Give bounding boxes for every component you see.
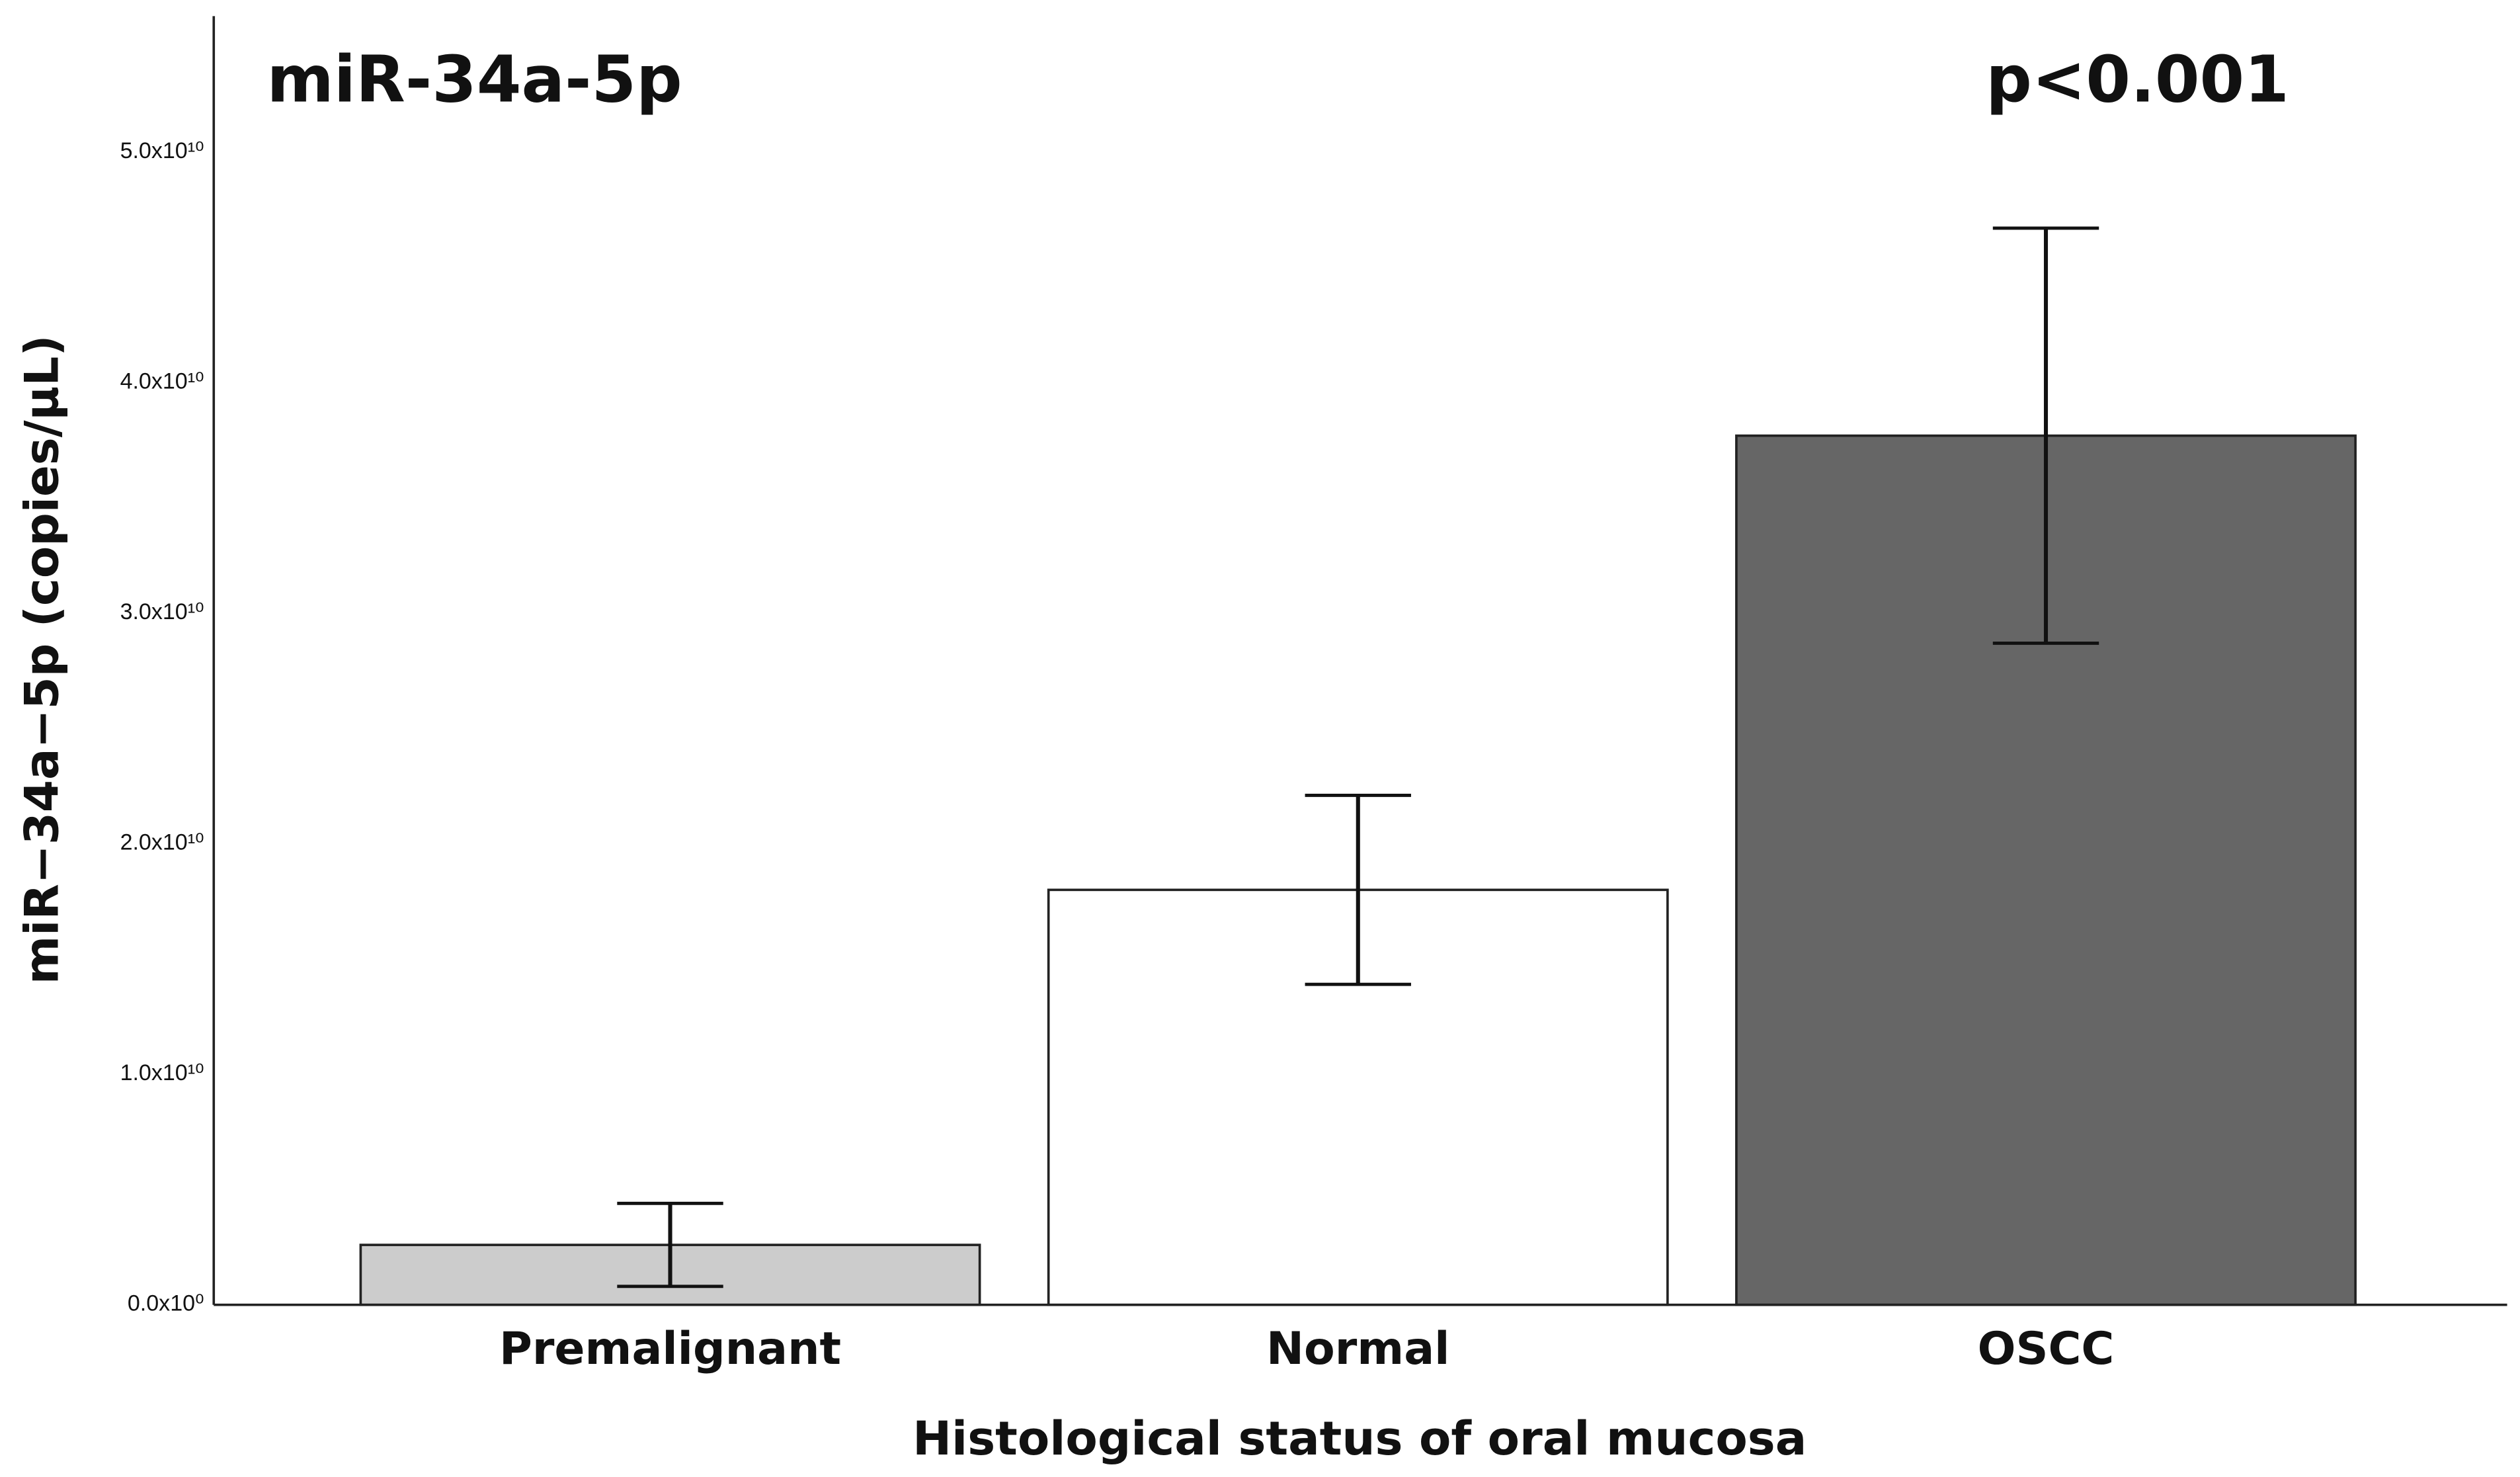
y-tick-label: 2.0x10¹⁰ xyxy=(120,830,204,855)
x-axis-label: Histological status of oral mucosa xyxy=(913,1412,1807,1466)
y-tick-label: 1.0x10¹⁰ xyxy=(120,1060,204,1085)
y-tick-label: 4.0x10¹⁰ xyxy=(120,368,204,394)
x-tick-label: Normal xyxy=(1266,1323,1449,1375)
p-value: p<0.001 xyxy=(1986,42,2289,116)
y-tick-label: 5.0x10¹⁰ xyxy=(120,138,204,163)
x-tick-label: Premalignant xyxy=(499,1323,841,1375)
y-tick-label: 0.0x10⁰ xyxy=(128,1291,204,1316)
y-tick-label: 3.0x10¹⁰ xyxy=(120,599,204,624)
chart-title: miR-34a-5p xyxy=(266,42,682,116)
x-tick-label: OSCC xyxy=(1978,1323,2115,1375)
y-axis-label: miR−34a−5p (copies/µL) xyxy=(15,335,69,984)
